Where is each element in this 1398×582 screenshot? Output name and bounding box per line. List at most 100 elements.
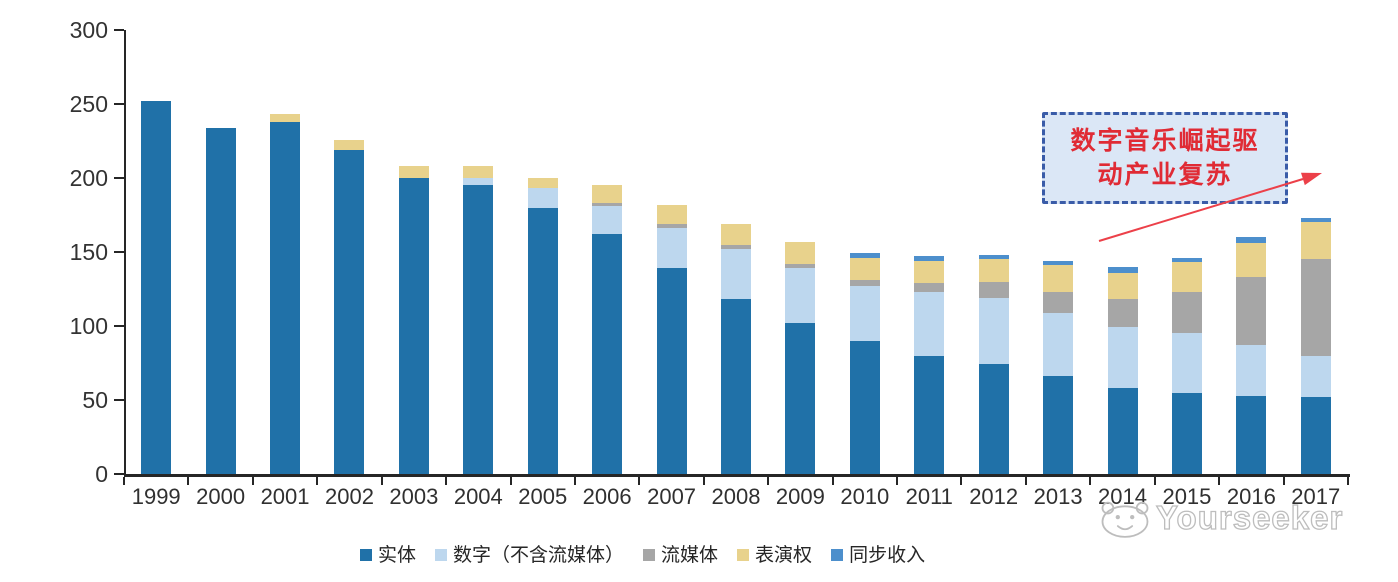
bar-segment-digital-excl-streaming	[592, 206, 623, 235]
x-axis-label: 2007	[647, 484, 697, 509]
bar-segment-streaming	[592, 203, 623, 207]
bar-segment-performance-rights	[270, 114, 301, 122]
y-axis-label: 150	[69, 239, 108, 265]
bar-segment-streaming	[978, 281, 1009, 298]
bar-segment-performance-rights	[334, 139, 365, 150]
bar-segment-digital-excl-streaming	[656, 228, 687, 269]
bar-segment-digital-excl-streaming	[1236, 345, 1267, 396]
bar-segment-physical	[270, 121, 301, 474]
bar-segment-performance-rights	[849, 257, 880, 281]
x-axis-tick	[509, 477, 512, 485]
y-axis-tick	[114, 29, 124, 31]
bar-segment-physical	[656, 268, 687, 474]
watermark-text: Yourseeker	[1155, 498, 1344, 536]
x-axis-tick	[1153, 477, 1156, 485]
legend-label: 同步收入	[849, 545, 926, 566]
bar-segment-digital-excl-streaming	[785, 268, 816, 324]
bar-segment-physical	[463, 185, 494, 474]
x-axis-label: 2000	[196, 484, 246, 509]
bar-segment-streaming	[1171, 291, 1202, 334]
y-axis-tick	[114, 251, 124, 253]
x-axis-label: 2008	[711, 484, 761, 509]
bar-segment-digital-excl-streaming	[1300, 355, 1331, 398]
bar-segment-performance-rights	[978, 259, 1009, 282]
bar-segment-physical	[527, 207, 558, 474]
bar-segment-sync-revenue	[1107, 266, 1138, 273]
bar-segment-sync-revenue	[978, 254, 1009, 260]
bar-segment-digital-excl-streaming	[914, 291, 945, 356]
bar-segment-performance-rights	[914, 260, 945, 284]
bar-segment-performance-rights	[527, 178, 558, 189]
bar-segment-physical	[1107, 388, 1138, 474]
bar-segment-physical	[398, 178, 429, 474]
legend-label: 实体	[378, 545, 417, 566]
x-axis-label: 2016	[1226, 484, 1276, 509]
legend-swatch-physical	[360, 548, 372, 561]
x-axis-tick	[445, 477, 448, 485]
y-axis-label: 200	[69, 165, 108, 191]
x-axis-tick	[1282, 477, 1285, 485]
bar-segment-sync-revenue	[914, 256, 945, 261]
y-axis-label: 300	[69, 17, 108, 43]
annotation-callout-box: 数字音乐崛起驱 动产业复苏	[1042, 112, 1288, 204]
legend-item-sync-revenue: 同步收入	[831, 540, 925, 567]
legend-swatch-streaming	[643, 548, 656, 561]
bar-segment-performance-rights	[1107, 272, 1138, 300]
x-axis-tick	[767, 477, 770, 485]
bar-segment-digital-excl-streaming	[849, 286, 880, 341]
bar-segment-physical	[1043, 376, 1074, 474]
legend-item-digital-excl-streaming: 数字（不含流媒体）	[435, 540, 624, 567]
x-axis-tick	[1089, 477, 1092, 485]
bar-segment-performance-rights	[398, 166, 429, 178]
bar-segment-sync-revenue	[1300, 217, 1331, 223]
bar-segment-performance-rights	[463, 166, 494, 178]
x-axis-tick	[638, 477, 641, 485]
bar-segment-digital-excl-streaming	[721, 249, 751, 300]
bar-segment-physical	[914, 355, 945, 474]
bar-segment-physical	[141, 101, 172, 474]
seeker-face-logo	[1101, 501, 1149, 538]
bar-segment-streaming	[785, 263, 816, 269]
x-axis-tick	[187, 477, 190, 485]
bar-segment-sync-revenue	[849, 253, 880, 258]
x-axis-tick	[573, 477, 576, 485]
bar-segment-physical	[849, 340, 880, 474]
y-axis-tick	[114, 325, 124, 327]
bar-segment-performance-rights	[785, 241, 816, 264]
legend-item-streaming: 流媒体	[643, 540, 718, 567]
y-axis-label: 250	[69, 91, 108, 117]
bar-segment-digital-excl-streaming	[527, 188, 558, 208]
y-axis-tick	[114, 473, 124, 475]
bar-segment-physical	[1300, 397, 1331, 474]
bar-segment-digital-excl-streaming	[463, 178, 494, 186]
annotation-line-2: 动产业复苏	[1097, 161, 1233, 189]
x-axis-label: 2013	[1033, 484, 1083, 509]
x-axis-tick	[1218, 477, 1221, 485]
legend-label: 数字（不含流媒体）	[453, 545, 625, 566]
bar-segment-digital-excl-streaming	[978, 297, 1009, 365]
bar-segment-physical	[978, 364, 1009, 474]
x-axis-label: 2002	[324, 484, 374, 509]
bar-segment-streaming	[721, 244, 751, 250]
bar-segment-streaming	[1236, 277, 1267, 346]
x-axis-label: 2017	[1291, 484, 1341, 509]
x-axis-label: 2015	[1162, 484, 1212, 509]
y-axis-label: 100	[69, 313, 108, 339]
plot-area	[124, 30, 1350, 477]
bar-segment-performance-rights	[1043, 265, 1074, 292]
x-axis-label: 2003	[389, 484, 439, 509]
bar-segment-streaming	[1300, 259, 1331, 356]
bar-segment-streaming	[849, 280, 880, 287]
bar-segment-streaming	[656, 223, 687, 229]
x-axis-tick	[123, 477, 125, 485]
x-axis-tick	[896, 477, 899, 485]
bar-segment-physical	[721, 299, 751, 474]
bar-segment-physical	[205, 127, 236, 474]
bar-segment-streaming	[1107, 299, 1138, 328]
legend-swatch-digital-excl-streaming	[435, 548, 448, 561]
bar-segment-sync-revenue	[1043, 260, 1074, 266]
bar-segment-performance-rights	[1300, 222, 1331, 260]
y-axis-label: 0	[95, 461, 108, 487]
bar-segment-streaming	[914, 283, 945, 292]
bar-segment-performance-rights	[592, 185, 623, 204]
